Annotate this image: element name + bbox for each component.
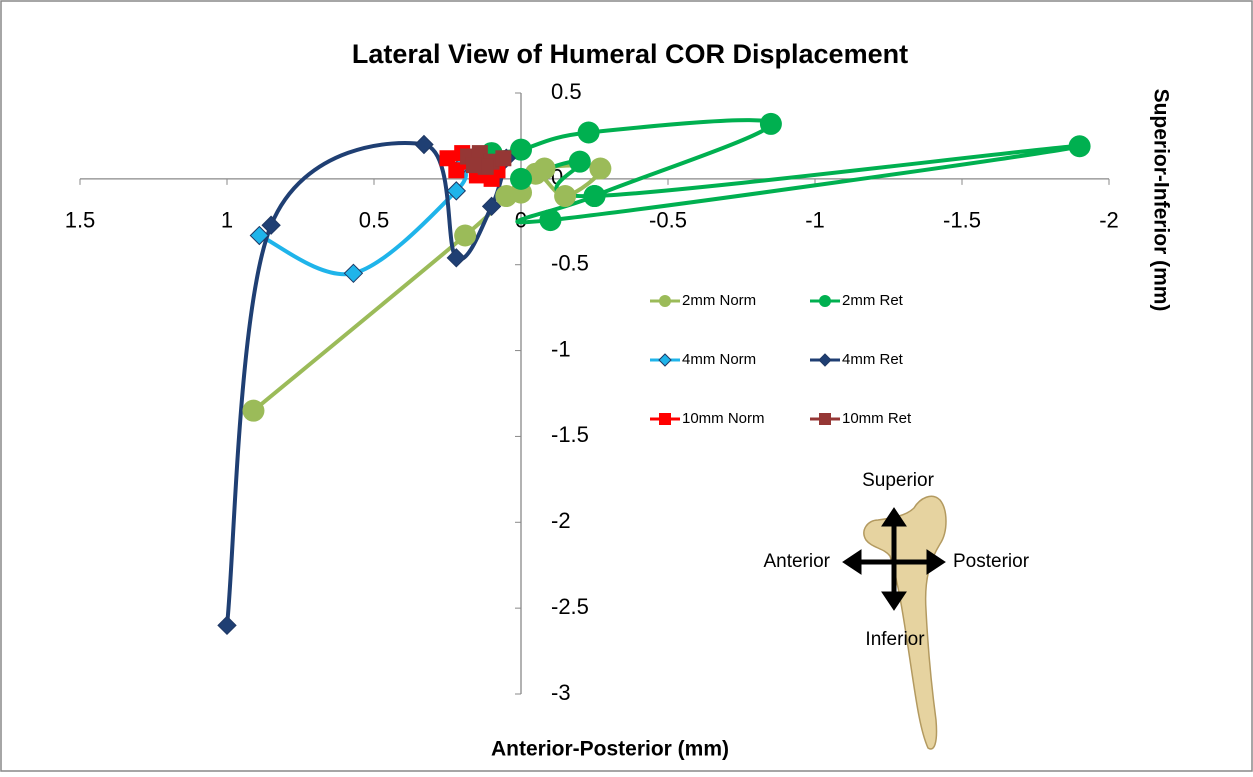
data-point (249, 225, 270, 246)
legend-marker (818, 353, 832, 367)
legend-marker (819, 295, 831, 307)
annotation: Anterior (763, 551, 830, 572)
y-tick-label: -0.5 (551, 251, 589, 276)
legend-item: 10mm Norm (650, 410, 765, 427)
legend-item: 2mm Ret (810, 292, 904, 309)
data-point (533, 157, 556, 180)
series-line (258, 164, 468, 277)
legend-item: 2mm Norm (650, 292, 756, 309)
scapula-figure (842, 495, 947, 750)
data-point (454, 224, 477, 247)
x-axis-label: Anterior-Posterior (mm) (491, 738, 729, 761)
legend-item: 4mm Ret (810, 351, 904, 368)
legend-marker (658, 353, 672, 367)
data-point (759, 112, 782, 135)
legend-item: 10mm Ret (810, 410, 912, 427)
data-point (539, 209, 562, 232)
y-tick-label: -2 (551, 508, 571, 533)
data-point (554, 185, 577, 208)
y-tick-label: -2.5 (551, 594, 589, 619)
data-point (242, 399, 265, 422)
legend-label: 2mm Norm (682, 292, 756, 309)
data-point (577, 121, 600, 144)
data-point (414, 134, 434, 155)
x-tick-label: 0.5 (359, 208, 390, 233)
legend-label: 2mm Ret (842, 292, 904, 309)
y-tick-label: -1 (551, 336, 571, 361)
x-tick-label: 1.5 (65, 208, 96, 233)
data-point (568, 150, 591, 173)
data-point (261, 215, 281, 235)
legend-marker (659, 413, 671, 425)
data-point (510, 167, 532, 190)
data-point (583, 185, 606, 208)
data-point (510, 138, 532, 161)
y-tick-label: -1.5 (551, 422, 589, 447)
legend-label: 10mm Norm (682, 410, 765, 427)
data-point (343, 263, 364, 284)
data-point (446, 248, 467, 268)
data-point (495, 150, 512, 167)
data-point (481, 196, 502, 217)
y-axis-label: Superior-Inferior (mm) (1149, 89, 1172, 312)
y-tick-label: -3 (551, 680, 571, 705)
data-point (217, 615, 237, 636)
data-point (446, 181, 467, 201)
legend-label: 4mm Ret (842, 351, 904, 368)
x-tick-label: -0.5 (649, 208, 687, 233)
data-point (439, 150, 456, 167)
annotation: Superior (862, 470, 934, 491)
legend-item: 4mm Norm (650, 351, 756, 368)
data-point (589, 157, 612, 180)
x-tick-label: -1 (805, 208, 825, 233)
y-tick-label: 0.5 (551, 79, 582, 104)
x-tick-label: -2 (1099, 208, 1119, 233)
data-point (1068, 135, 1091, 158)
annotation: Inferior (865, 629, 925, 650)
legend-marker (819, 413, 831, 425)
chart-title: Lateral View of Humeral COR Displacement (352, 39, 908, 69)
legend-label: 4mm Norm (682, 351, 756, 368)
legend-label: 10mm Ret (842, 410, 912, 427)
data-point (465, 157, 482, 174)
x-tick-label: -1.5 (943, 208, 981, 233)
annotation: Posterior (953, 551, 1030, 572)
x-tick-label: 1 (221, 208, 233, 233)
legend-marker (659, 295, 671, 307)
